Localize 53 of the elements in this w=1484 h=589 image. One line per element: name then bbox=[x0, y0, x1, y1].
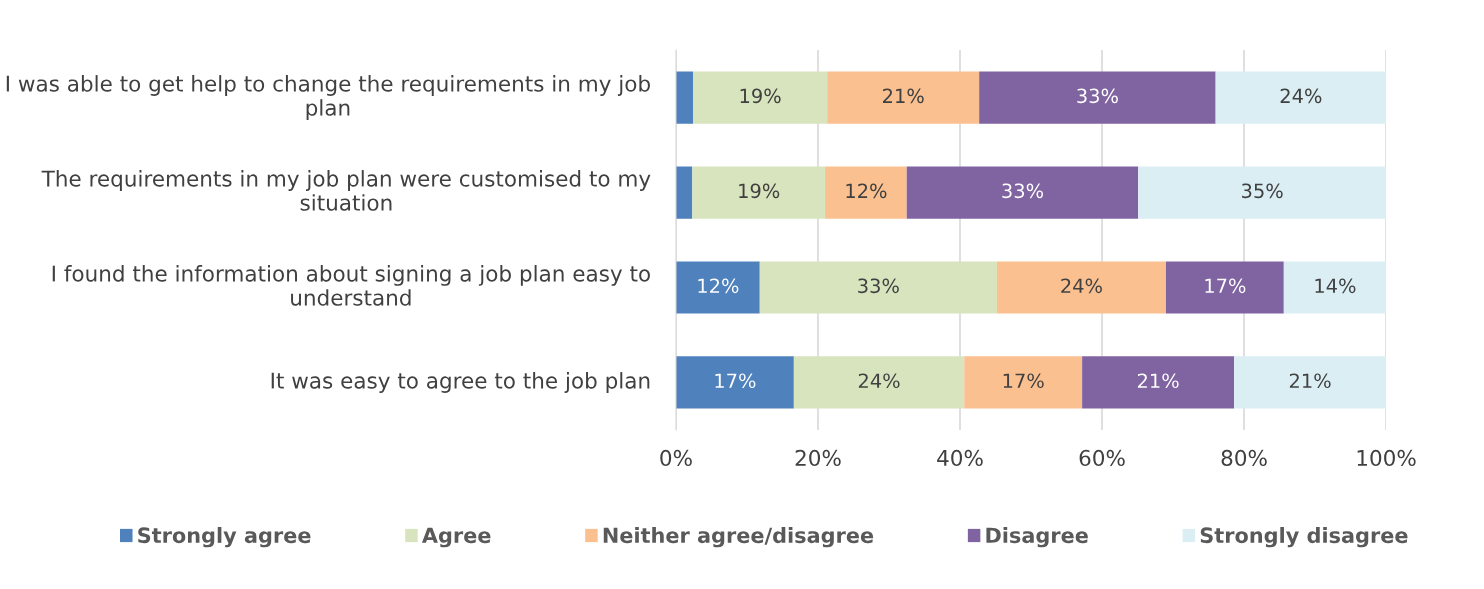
bar bbox=[675, 71, 693, 124]
legend-label: Neither agree/disagree bbox=[603, 527, 874, 548]
bar bbox=[825, 166, 907, 219]
legend-label: Strongly agree bbox=[138, 527, 311, 548]
x-tick-label: 0% bbox=[660, 449, 692, 467]
legend-label: Disagree bbox=[986, 527, 1088, 548]
data-label: 19% bbox=[739, 183, 780, 199]
data-label: 33% bbox=[1002, 183, 1044, 199]
bar bbox=[906, 166, 1139, 219]
bar bbox=[827, 71, 980, 124]
bar bbox=[1082, 356, 1235, 409]
data-label: 12% bbox=[846, 183, 887, 199]
bar bbox=[692, 166, 826, 219]
bar bbox=[693, 71, 828, 124]
data-label: 21% bbox=[883, 88, 924, 104]
data-label: 21% bbox=[1137, 373, 1179, 389]
bar bbox=[675, 261, 760, 314]
x-tick-label: 20% bbox=[795, 449, 841, 467]
bar bbox=[675, 356, 794, 409]
data-label: 17% bbox=[1205, 278, 1246, 294]
y-tick-label: The requirements in my job plan were customised to my situation bbox=[41, 170, 651, 211]
bar bbox=[759, 261, 997, 314]
data-label: 24% bbox=[1280, 88, 1322, 104]
bar bbox=[979, 71, 1216, 124]
y-tick-label: It was easy to agree to the job plan bbox=[271, 372, 650, 393]
data-label: 12% bbox=[698, 278, 739, 294]
x-tick-label: 100% bbox=[1357, 449, 1416, 467]
data-label: 17% bbox=[1003, 373, 1044, 389]
data-label: 14% bbox=[1315, 278, 1356, 294]
data-label: 19% bbox=[740, 88, 781, 104]
bar bbox=[793, 356, 965, 409]
legend-label: Agree bbox=[421, 527, 491, 548]
x-tick-label: 60% bbox=[1079, 449, 1125, 467]
data-label: 24% bbox=[1061, 278, 1102, 294]
data-label: 21% bbox=[1289, 373, 1331, 389]
x-tick-label: 80% bbox=[1221, 449, 1267, 467]
data-label: 35% bbox=[1242, 183, 1283, 199]
bar bbox=[675, 166, 693, 219]
bar bbox=[1138, 166, 1387, 219]
y-tick-label: I found the information about signing a job plan easy to understand bbox=[52, 265, 650, 306]
x-tick-label: 40% bbox=[937, 449, 983, 467]
bar bbox=[1283, 261, 1387, 314]
bar bbox=[1215, 71, 1387, 124]
data-label: 33% bbox=[858, 278, 899, 294]
bar bbox=[996, 261, 1166, 314]
data-label: 17% bbox=[715, 373, 756, 389]
data-label: 33% bbox=[1077, 88, 1118, 104]
data-label: 24% bbox=[858, 373, 900, 389]
bar bbox=[1165, 261, 1284, 314]
legend-label: Strongly disagree bbox=[1200, 527, 1408, 548]
bar bbox=[964, 356, 1083, 409]
bar bbox=[1234, 356, 1387, 409]
y-tick-label: I was able to get help to change the requirements in my job plan bbox=[6, 75, 650, 121]
